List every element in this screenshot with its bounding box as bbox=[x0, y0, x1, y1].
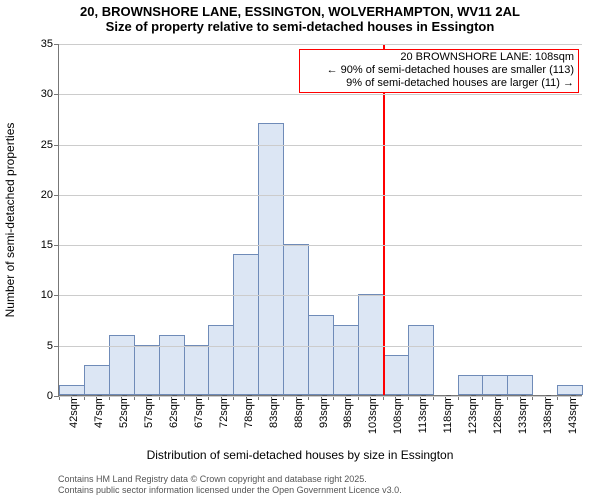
gridline bbox=[59, 195, 582, 196]
bar-slot: 113sqm bbox=[408, 44, 433, 395]
x-tick-label: 138sqm bbox=[536, 395, 554, 434]
bar-slot: 118sqm bbox=[433, 44, 458, 395]
x-tick-label: 62sqm bbox=[162, 395, 180, 428]
x-tick-label: 78sqm bbox=[237, 395, 255, 428]
x-tick-label: 83sqm bbox=[262, 395, 280, 428]
histogram-bar bbox=[134, 345, 160, 395]
property-size-histogram: 20, BROWNSHORE LANE, ESSINGTON, WOLVERHA… bbox=[0, 0, 600, 500]
gridline bbox=[59, 44, 582, 45]
annotation-line-3: 9% of semi-detached houses are larger (1… bbox=[304, 77, 574, 90]
histogram-bar bbox=[59, 385, 85, 395]
gridline bbox=[59, 245, 582, 246]
histogram-bar bbox=[184, 345, 210, 395]
bar-slot: 138sqm bbox=[532, 44, 557, 395]
footer-line-2: Contains public sector information licen… bbox=[58, 485, 402, 496]
y-tick-label: 15 bbox=[29, 239, 59, 251]
title-line-2: Size of property relative to semi-detach… bbox=[0, 19, 600, 34]
x-tick-label: 128sqm bbox=[486, 395, 504, 434]
x-tick-label: 118sqm bbox=[436, 395, 454, 433]
annotation-line-2: ← 90% of semi-detached houses are smalle… bbox=[304, 64, 574, 77]
bar-slot: 67sqm bbox=[184, 44, 209, 395]
bar-slot: 72sqm bbox=[208, 44, 233, 395]
y-tick-label: 0 bbox=[29, 390, 59, 402]
bar-slot: 103sqm bbox=[358, 44, 383, 395]
gridline bbox=[59, 94, 582, 95]
y-tick-label: 10 bbox=[29, 289, 59, 301]
histogram-bar bbox=[507, 375, 533, 395]
footer-attribution: Contains HM Land Registry data © Crown c… bbox=[58, 474, 402, 496]
gridline bbox=[59, 295, 582, 296]
histogram-bar bbox=[557, 385, 583, 395]
x-tick-label: 113sqm bbox=[411, 395, 429, 433]
chart-title: 20, BROWNSHORE LANE, ESSINGTON, WOLVERHA… bbox=[0, 4, 600, 34]
title-line-1: 20, BROWNSHORE LANE, ESSINGTON, WOLVERHA… bbox=[0, 4, 600, 19]
x-tick-label: 143sqm bbox=[561, 395, 579, 434]
x-tick-label: 57sqm bbox=[137, 395, 155, 428]
x-tick-label: 42sqm bbox=[62, 395, 80, 428]
y-tick-label: 35 bbox=[29, 38, 59, 50]
x-tick-label: 123sqm bbox=[461, 395, 479, 434]
bar-slot: 143sqm bbox=[557, 44, 582, 395]
histogram-bar bbox=[383, 355, 409, 395]
histogram-bar bbox=[109, 335, 135, 395]
histogram-bar bbox=[233, 254, 259, 395]
histogram-bar bbox=[208, 325, 234, 395]
bar-slot: 93sqm bbox=[308, 44, 333, 395]
x-tick-label: 88sqm bbox=[287, 395, 305, 428]
y-tick-label: 20 bbox=[29, 189, 59, 201]
bar-slot: 108sqm bbox=[383, 44, 408, 395]
bar-slot: 57sqm bbox=[134, 44, 159, 395]
gridline bbox=[59, 145, 582, 146]
bar-slot: 42sqm bbox=[59, 44, 84, 395]
annotation-box: 20 BROWNSHORE LANE: 108sqm ← 90% of semi… bbox=[299, 49, 579, 93]
bar-slot: 78sqm bbox=[233, 44, 258, 395]
histogram-bar bbox=[408, 325, 434, 395]
x-tick-label: 103sqm bbox=[361, 395, 379, 434]
bar-slot: 52sqm bbox=[109, 44, 134, 395]
bar-slot: 98sqm bbox=[333, 44, 358, 395]
reference-marker-line bbox=[383, 44, 385, 395]
y-axis-label: Number of semi-detached properties bbox=[3, 123, 17, 318]
histogram-bar bbox=[333, 325, 359, 395]
bar-slot: 62sqm bbox=[159, 44, 184, 395]
bar-slot: 88sqm bbox=[283, 44, 308, 395]
gridline bbox=[59, 396, 582, 397]
histogram-bar bbox=[84, 365, 110, 395]
histogram-bar bbox=[258, 123, 284, 395]
histogram-bar bbox=[283, 244, 309, 395]
bar-slot: 133sqm bbox=[507, 44, 532, 395]
bar-slot: 123sqm bbox=[458, 44, 483, 395]
x-tick-label: 108sqm bbox=[386, 395, 404, 434]
histogram-bar bbox=[308, 315, 334, 395]
x-tick-label: 67sqm bbox=[187, 395, 205, 428]
x-tick-label: 98sqm bbox=[336, 395, 354, 428]
histogram-bar bbox=[482, 375, 508, 395]
y-tick-label: 5 bbox=[29, 340, 59, 352]
x-tick-label: 47sqm bbox=[87, 395, 105, 428]
y-tick-label: 30 bbox=[29, 88, 59, 100]
bar-slot: 128sqm bbox=[482, 44, 507, 395]
x-tick-label: 93sqm bbox=[312, 395, 330, 428]
footer-line-1: Contains HM Land Registry data © Crown c… bbox=[58, 474, 402, 485]
annotation-line-1: 20 BROWNSHORE LANE: 108sqm bbox=[304, 51, 574, 64]
bars-container: 42sqm47sqm52sqm57sqm62sqm67sqm72sqm78sqm… bbox=[59, 44, 582, 395]
bar-slot: 83sqm bbox=[258, 44, 283, 395]
y-tick-label: 25 bbox=[29, 139, 59, 151]
gridline bbox=[59, 346, 582, 347]
histogram-bar bbox=[159, 335, 185, 395]
plot-area: 42sqm47sqm52sqm57sqm62sqm67sqm72sqm78sqm… bbox=[58, 44, 582, 396]
x-tick-label: 72sqm bbox=[212, 395, 230, 428]
histogram-bar bbox=[458, 375, 484, 395]
x-tick-label: 133sqm bbox=[511, 395, 529, 434]
x-tick-label: 52sqm bbox=[112, 395, 130, 428]
x-axis-label: Distribution of semi-detached houses by … bbox=[0, 448, 600, 462]
bar-slot: 47sqm bbox=[84, 44, 109, 395]
